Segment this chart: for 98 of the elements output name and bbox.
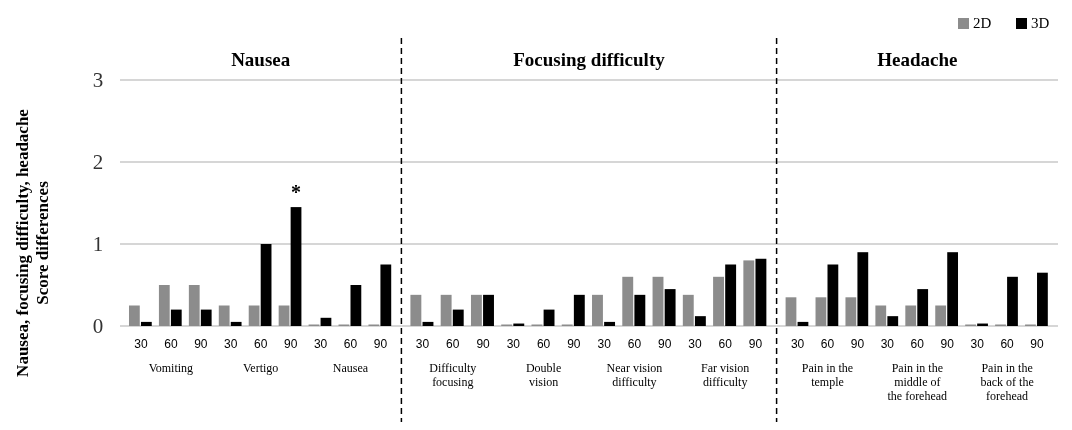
bar	[1037, 272, 1048, 326]
bar	[604, 321, 616, 326]
x-tick-label: 30	[597, 337, 612, 351]
bar	[140, 321, 152, 326]
bar	[652, 276, 664, 326]
bar	[592, 294, 603, 326]
bar	[452, 309, 464, 326]
text: Nausea	[332, 361, 369, 375]
bar	[350, 285, 362, 326]
y-tick-label: 3	[92, 68, 104, 93]
bar	[188, 285, 200, 326]
text: Vertigo	[243, 361, 279, 375]
bar	[170, 309, 182, 326]
bar	[260, 244, 272, 326]
bar	[248, 305, 260, 326]
x-tick-label: 30	[313, 337, 328, 351]
bar	[218, 305, 230, 326]
bar	[917, 289, 929, 326]
x-tick-label: 90	[1030, 337, 1045, 351]
text: Near vision difficulty	[606, 361, 663, 389]
bar	[713, 276, 724, 326]
bar	[634, 294, 646, 326]
legend-label: 3D	[1031, 15, 1050, 31]
bar	[622, 276, 634, 326]
x-tick-label: 90	[567, 337, 581, 351]
y-tick-label: 1	[92, 232, 104, 257]
chart-title: Focusing difficulty	[513, 49, 666, 70]
chart-title: Headache	[877, 49, 958, 70]
bar	[440, 294, 452, 326]
bar	[573, 294, 585, 326]
bar	[694, 316, 706, 326]
bar	[290, 207, 302, 326]
x-tick-label: 60	[343, 337, 358, 351]
x-tick-label: 90	[940, 337, 955, 351]
x-tick-label: 90	[657, 337, 672, 351]
bar	[857, 252, 869, 326]
annotation: *	[291, 181, 302, 204]
bar	[887, 316, 899, 326]
x-tick-label: 30	[880, 337, 895, 351]
bar	[158, 285, 170, 326]
x-tick-label: 60	[910, 337, 925, 351]
bar	[128, 305, 140, 326]
x-tick-label: 30	[506, 337, 521, 351]
x-tick-label: 60	[254, 337, 268, 351]
x-tick-label: 30	[415, 337, 430, 351]
bar	[827, 264, 839, 326]
bar	[845, 297, 857, 326]
bar	[320, 317, 332, 326]
bar	[797, 321, 809, 326]
x-tick-label: 30	[688, 337, 702, 351]
bar	[380, 264, 392, 326]
bar	[935, 305, 947, 326]
bar	[682, 294, 694, 326]
bar	[947, 252, 959, 326]
x-tick-label: 60	[627, 337, 642, 351]
x-tick-label: 90	[748, 337, 763, 351]
y-tick-label: 0	[92, 314, 104, 339]
bar	[725, 264, 737, 326]
x-tick-label: 60	[164, 337, 178, 351]
y-axis-title: Nausea, focusing difficulty, headache Score differences	[12, 108, 53, 377]
text: Pain in the middle of the forehead	[887, 361, 948, 403]
x-tick-label: 60	[1000, 337, 1015, 351]
y-tick-label: 2	[92, 150, 104, 175]
x-tick-label: 30	[790, 337, 805, 351]
x-tick-label: 30	[224, 337, 238, 351]
bar	[785, 297, 797, 326]
bar	[1007, 276, 1018, 326]
x-tick-label: 90	[850, 337, 865, 351]
bar	[483, 294, 494, 326]
text: Double vision	[525, 361, 562, 389]
x-tick-label: 90	[194, 337, 208, 351]
x-tick-label: 90	[476, 337, 491, 351]
bar	[230, 321, 242, 326]
text: Vomiting	[148, 361, 194, 375]
x-tick-label: 60	[536, 337, 551, 351]
x-tick-label: 60	[820, 337, 835, 351]
x-tick-label: 30	[970, 337, 985, 351]
text: Far vision difficulty	[701, 361, 750, 389]
bar	[410, 294, 422, 326]
bar	[470, 294, 482, 326]
bar	[664, 289, 676, 326]
x-tick-label: 60	[446, 337, 460, 351]
bar	[200, 309, 212, 326]
text: Pain in the back of the forehead	[980, 361, 1034, 403]
bar	[875, 305, 887, 326]
bar	[278, 305, 290, 326]
bar	[743, 260, 755, 326]
bar	[905, 305, 917, 326]
bar	[815, 297, 827, 326]
chart-title: Nausea	[231, 49, 291, 70]
x-tick-label: 90	[283, 337, 298, 351]
legend-label: 2D	[973, 15, 992, 31]
x-tick-label: 30	[134, 337, 148, 351]
x-tick-label: 90	[373, 337, 388, 351]
text: Difficulty focusing	[429, 361, 477, 389]
bar	[755, 258, 767, 326]
x-tick-label: 60	[718, 337, 733, 351]
text: Pain in the temple	[801, 361, 854, 389]
